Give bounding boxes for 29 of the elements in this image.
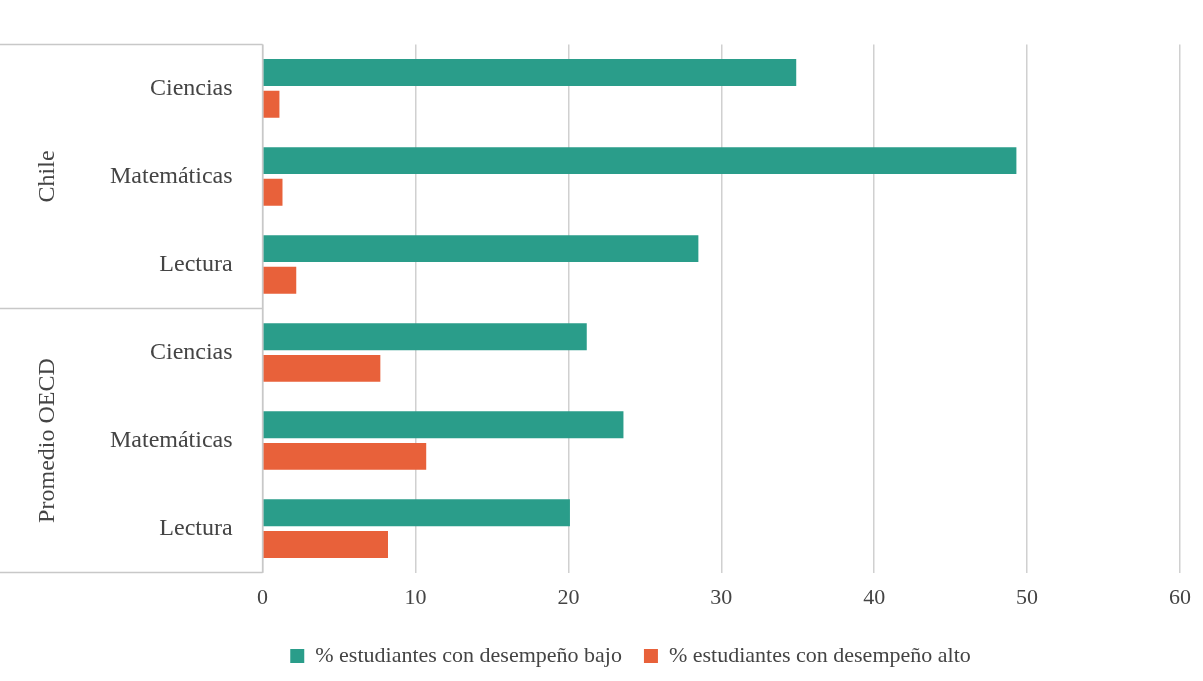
- x-tick-label: 30: [710, 583, 733, 609]
- x-tick-label: 20: [557, 583, 580, 609]
- legend-label: % estudiantes con desempeño bajo: [315, 641, 622, 667]
- y-tick-label: Matemáticas: [109, 161, 233, 188]
- bar: [263, 90, 280, 118]
- bar: [263, 235, 699, 263]
- x-tick-label: 0: [257, 583, 269, 609]
- bar: [263, 411, 624, 439]
- x-tick-label: 50: [1016, 583, 1039, 609]
- bar: [263, 442, 427, 470]
- bar: [263, 266, 297, 294]
- bar: [263, 354, 381, 382]
- x-tick-label: 60: [1169, 583, 1191, 609]
- x-tick-label: 10: [404, 583, 427, 609]
- legend-label: % estudiantes con desempeño alto: [668, 641, 971, 667]
- y-tick-label: Lectura: [159, 249, 233, 276]
- y-tick-label: Ciencias: [149, 337, 233, 364]
- bar: [263, 499, 570, 527]
- bar: [263, 59, 797, 87]
- y-tick-label: Lectura: [159, 513, 233, 540]
- bar: [263, 178, 283, 206]
- text: Chile: [33, 150, 60, 203]
- bar: [263, 323, 587, 351]
- x-tick-label: 40: [863, 583, 886, 609]
- bar: [263, 147, 1017, 175]
- text: Promedio OECD: [33, 358, 60, 523]
- bar: [263, 530, 388, 558]
- y-tick-label: Ciencias: [149, 73, 233, 100]
- y-tick-label: Matemáticas: [109, 425, 233, 452]
